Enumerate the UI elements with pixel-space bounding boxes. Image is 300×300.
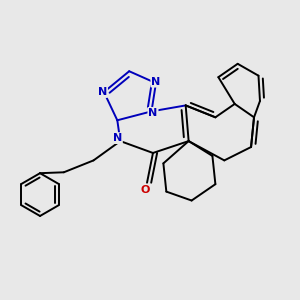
Text: O: O — [141, 185, 150, 195]
Text: N: N — [113, 133, 122, 143]
Text: N: N — [148, 108, 158, 118]
Text: N: N — [98, 87, 107, 97]
Text: N: N — [151, 76, 160, 87]
